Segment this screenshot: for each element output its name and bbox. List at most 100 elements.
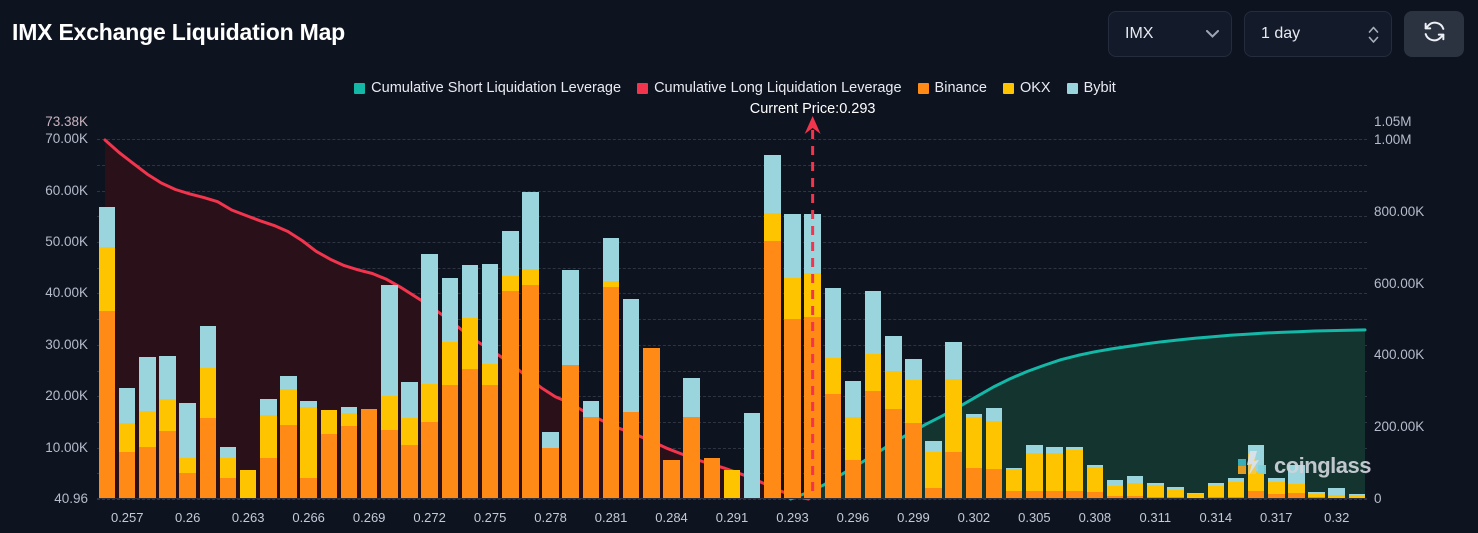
bar-segment-binance	[118, 451, 136, 499]
bar-segment-bybit	[1187, 492, 1204, 495]
x-axis-tick: 0.299	[897, 510, 930, 525]
period-select[interactable]: 1 day	[1244, 11, 1392, 57]
bar-segment-binance	[179, 473, 196, 499]
liquidation-bar[interactable]	[118, 387, 136, 499]
liquidation-bar[interactable]	[441, 277, 459, 499]
bar-segment-okx	[1126, 483, 1144, 496]
coinglass-logo-icon	[1237, 448, 1267, 483]
liquidation-bar[interactable]	[1066, 447, 1083, 499]
liquidation-bar[interactable]	[1046, 446, 1063, 499]
bar-segment-bybit	[1147, 482, 1164, 486]
bar-segment-binance	[1086, 492, 1104, 499]
liquidation-bar[interactable]	[98, 207, 116, 499]
bar-segment-binance	[622, 411, 640, 499]
liquidation-bar[interactable]	[622, 298, 640, 499]
liquidation-bar[interactable]	[179, 402, 196, 499]
liquidation-bar[interactable]	[1288, 465, 1305, 499]
liquidation-bar[interactable]	[1026, 445, 1043, 499]
grid-line	[97, 267, 1367, 269]
liquidation-bar[interactable]	[1086, 465, 1104, 499]
bar-segment-okx	[118, 422, 136, 452]
bar-segment-okx	[239, 470, 257, 499]
liquidation-bar[interactable]	[401, 382, 418, 499]
legend-item-binance[interactable]: Binance	[917, 80, 987, 96]
liquidation-bar[interactable]	[139, 357, 156, 499]
bar-segment-binance	[905, 423, 922, 499]
liquidation-bar[interactable]	[844, 380, 862, 499]
liquidation-bar[interactable]	[340, 407, 358, 499]
liquidation-bar[interactable]	[481, 263, 499, 499]
liquidation-bar[interactable]	[381, 285, 398, 499]
bar-segment-okx	[824, 357, 842, 394]
liquidation-bar[interactable]	[501, 230, 519, 499]
liquidation-bar[interactable]	[260, 399, 277, 499]
x-axis-tick: 0.296	[836, 510, 870, 525]
liquidation-bar[interactable]	[1005, 467, 1023, 499]
liquidation-bar[interactable]	[905, 359, 922, 499]
bar-segment-bybit	[260, 399, 277, 416]
liquidation-bar[interactable]	[945, 341, 962, 499]
liquidation-bar[interactable]	[522, 192, 539, 499]
page-title: IMX Exchange Liquidation Map	[12, 19, 346, 45]
bar-segment-okx	[461, 318, 479, 369]
liquidation-bar[interactable]	[885, 335, 902, 499]
bar-segment-binance	[401, 445, 418, 499]
liquidation-bar[interactable]	[461, 264, 479, 499]
bar-segment-okx	[1026, 452, 1043, 492]
liquidation-bar[interactable]	[985, 408, 1003, 499]
liquidation-bar[interactable]	[320, 409, 338, 499]
liquidation-bar[interactable]	[280, 376, 297, 499]
liquidation-bar[interactable]	[743, 412, 761, 499]
bar-segment-bybit	[965, 414, 983, 417]
bar-segment-binance	[945, 452, 962, 499]
liquidation-bar[interactable]	[1268, 478, 1285, 499]
liquidation-bar[interactable]	[159, 356, 176, 499]
liquidation-bar[interactable]	[925, 441, 942, 499]
liquidation-bar[interactable]	[965, 414, 983, 499]
liquidation-bar[interactable]	[239, 470, 257, 499]
legend-item-cumulative-long-liquidation-leverage[interactable]: Cumulative Long Liquidation Leverage	[637, 80, 902, 96]
liquidation-bar[interactable]	[421, 254, 438, 499]
liquidation-bar[interactable]	[1147, 482, 1164, 499]
legend-item-bybit[interactable]: Bybit	[1066, 80, 1116, 96]
legend-item-okx[interactable]: OKX	[1002, 80, 1051, 96]
bar-segment-okx	[340, 412, 358, 426]
liquidation-bar[interactable]	[199, 325, 217, 499]
x-axis-tick: 0.293	[776, 510, 809, 525]
liquidation-bar[interactable]	[360, 409, 378, 499]
refresh-button[interactable]	[1404, 11, 1464, 57]
bar-segment-bybit	[764, 155, 781, 213]
legend-item-cumulative-short-liquidation-leverage[interactable]: Cumulative Short Liquidation Leverage	[354, 80, 621, 96]
liquidation-bar[interactable]	[663, 459, 680, 499]
bar-segment-okx	[280, 389, 297, 425]
liquidation-bar[interactable]	[1106, 480, 1124, 499]
liquidation-bar[interactable]	[300, 401, 317, 499]
chart-plot-area	[97, 116, 1367, 501]
liquidation-bar[interactable]	[683, 377, 700, 499]
liquidation-bar[interactable]	[864, 290, 882, 499]
bar-segment-binance	[683, 416, 700, 499]
bar-segment-binance	[481, 384, 499, 499]
liquidation-bar[interactable]	[1227, 477, 1245, 499]
liquidation-bar[interactable]	[643, 348, 660, 499]
bar-segment-bybit	[622, 298, 640, 412]
x-axis-tick: 0.291	[715, 510, 749, 525]
liquidation-bar[interactable]	[703, 458, 721, 499]
liquidation-bar[interactable]	[764, 155, 781, 499]
y-axis-left-tick: 40.00K	[45, 285, 88, 301]
legend-swatch-icon	[637, 82, 649, 94]
liquidation-bar[interactable]	[542, 432, 559, 499]
liquidation-bar[interactable]	[219, 447, 237, 499]
legend-swatch-icon	[1066, 82, 1078, 94]
liquidation-bar[interactable]	[824, 288, 842, 499]
bar-segment-bybit	[381, 285, 398, 396]
bar-segment-bybit	[1005, 467, 1023, 470]
liquidation-bar[interactable]	[784, 213, 801, 499]
coin-select[interactable]: IMX	[1108, 11, 1232, 57]
liquidation-bar[interactable]	[582, 401, 600, 499]
liquidation-bar[interactable]	[562, 270, 579, 499]
bar-segment-binance	[764, 240, 781, 499]
liquidation-bar[interactable]	[1126, 475, 1144, 499]
liquidation-bar[interactable]	[602, 237, 620, 499]
liquidation-bar[interactable]	[723, 470, 741, 499]
